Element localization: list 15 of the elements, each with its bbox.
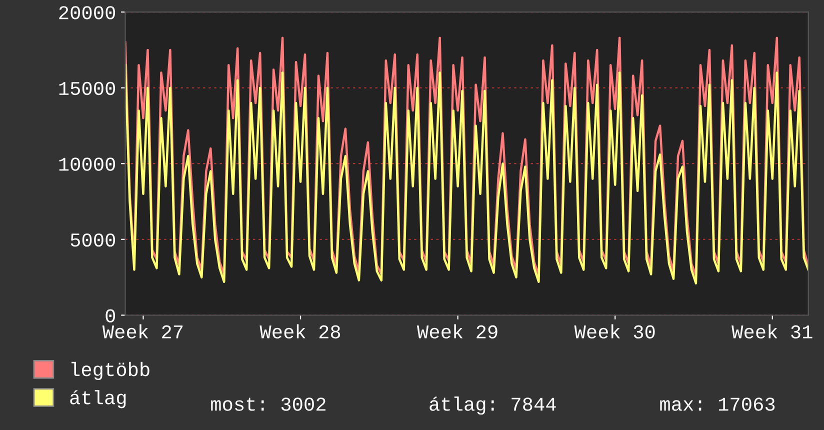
text: max: 17063: [660, 398, 775, 411]
y-tick-label: 5000: [70, 233, 116, 247]
text: átlag: 7844: [430, 396, 556, 415]
y-tick-label: 0: [106, 309, 116, 322]
x-tick-label: Week 28: [260, 324, 340, 338]
x-tick-label: Week 27: [102, 324, 183, 338]
x-tick-label: Week 30: [574, 324, 655, 338]
x-tick-label: Week 31: [732, 324, 812, 338]
x-tick-label: Week 29: [416, 324, 498, 338]
text: most: 3002: [211, 398, 326, 411]
legend-label: átlag: [70, 390, 126, 408]
y-tick-label: 20000: [59, 6, 116, 20]
legend-label: legtöbb: [72, 362, 150, 380]
y-tick-label: 10000: [59, 158, 116, 171]
y-tick-label: 15000: [59, 82, 116, 96]
